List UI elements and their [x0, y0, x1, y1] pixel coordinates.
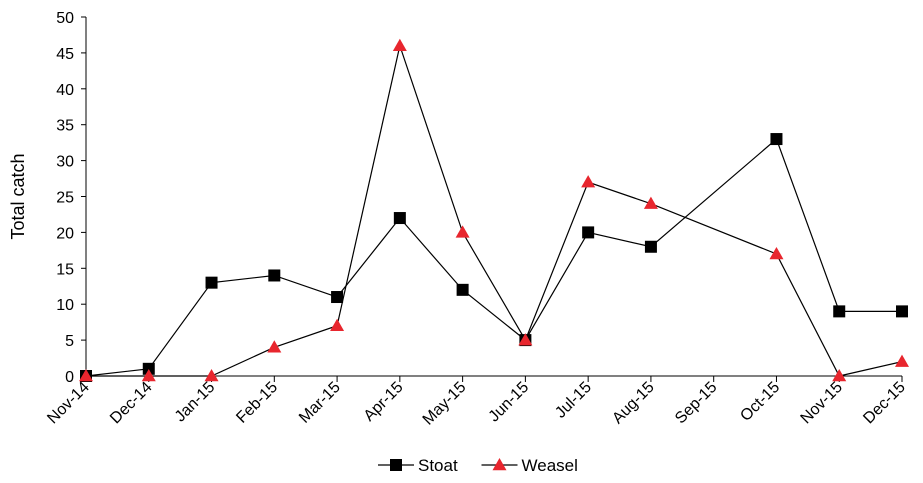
data-point-weasel — [895, 354, 909, 367]
x-tick-label: Oct-15 — [737, 379, 783, 425]
x-tick-label: Aug-15 — [609, 379, 658, 428]
x-tick-label: Dec-14 — [107, 379, 156, 428]
x-tick-label: Jul-15 — [552, 379, 595, 422]
data-point-stoat — [582, 226, 595, 239]
x-tick-label: Apr-15 — [361, 379, 407, 425]
series-layer — [79, 38, 909, 382]
data-point-weasel — [581, 175, 596, 188]
data-point-weasel — [141, 369, 156, 382]
legend-label-stoat: Stoat — [418, 456, 458, 475]
ticks: 0 5 10 15 20 25 30 35 40 45 50 Nov-14 Dec-14 Jan-15 Fe… — [44, 10, 909, 429]
legend: Stoat Weasel — [378, 456, 578, 475]
data-point-weasel — [267, 340, 282, 353]
x-tick-label: May-15 — [420, 379, 470, 429]
data-point-weasel — [204, 369, 219, 382]
y-axis-label: Total catch — [8, 153, 28, 239]
y-tick-label: 20 — [56, 225, 74, 242]
y-tick-label: 50 — [56, 10, 74, 27]
data-point-stoat — [833, 305, 846, 318]
x-tick-label: Jan-15 — [172, 379, 219, 426]
y-tick-label: 10 — [56, 297, 74, 314]
y-tick-label: 15 — [56, 261, 74, 278]
y-tick-label: 0 — [65, 369, 74, 386]
x-tick-label: Feb-15 — [233, 379, 281, 427]
data-point-stoat — [644, 240, 657, 253]
y-tick-label: 30 — [56, 154, 74, 171]
data-point-weasel — [643, 196, 658, 209]
data-point-weasel — [518, 333, 533, 346]
x-tick-label: Dec-15 — [860, 379, 909, 428]
y-tick-label: 45 — [56, 46, 74, 63]
data-point-stoat — [331, 291, 344, 304]
series-line-weasel — [86, 43, 903, 377]
data-point-stoat — [456, 283, 469, 296]
data-point-weasel — [79, 369, 93, 382]
data-point-stoat — [393, 212, 406, 225]
x-tick-label: Jun-15 — [486, 379, 533, 426]
data-point-weasel — [455, 225, 470, 238]
data-point-stoat — [268, 269, 281, 282]
legend-label-weasel: Weasel — [522, 456, 578, 475]
y-tick-label: 5 — [65, 333, 74, 350]
y-tick-label: 25 — [56, 190, 74, 207]
data-point-stoat — [142, 362, 155, 375]
x-tick-label: Nov-14 — [44, 379, 93, 428]
x-tick-label: Sep-15 — [672, 379, 721, 428]
data-point-weasel — [330, 318, 345, 331]
data-point-weasel — [832, 369, 847, 382]
legend-marker-stoat — [390, 459, 402, 471]
x-tick-label: Mar-15 — [296, 379, 344, 427]
legend-marker-weasel — [492, 458, 507, 471]
y-tick-label: 40 — [56, 82, 74, 99]
data-point-stoat — [770, 133, 783, 146]
y-tick-label: 35 — [56, 118, 74, 135]
data-point-stoat — [205, 276, 218, 289]
data-point-stoat — [896, 305, 908, 318]
axes — [85, 17, 902, 377]
data-point-weasel — [392, 38, 407, 51]
data-point-weasel — [769, 246, 784, 260]
x-tick-label: Nov-15 — [798, 379, 847, 428]
